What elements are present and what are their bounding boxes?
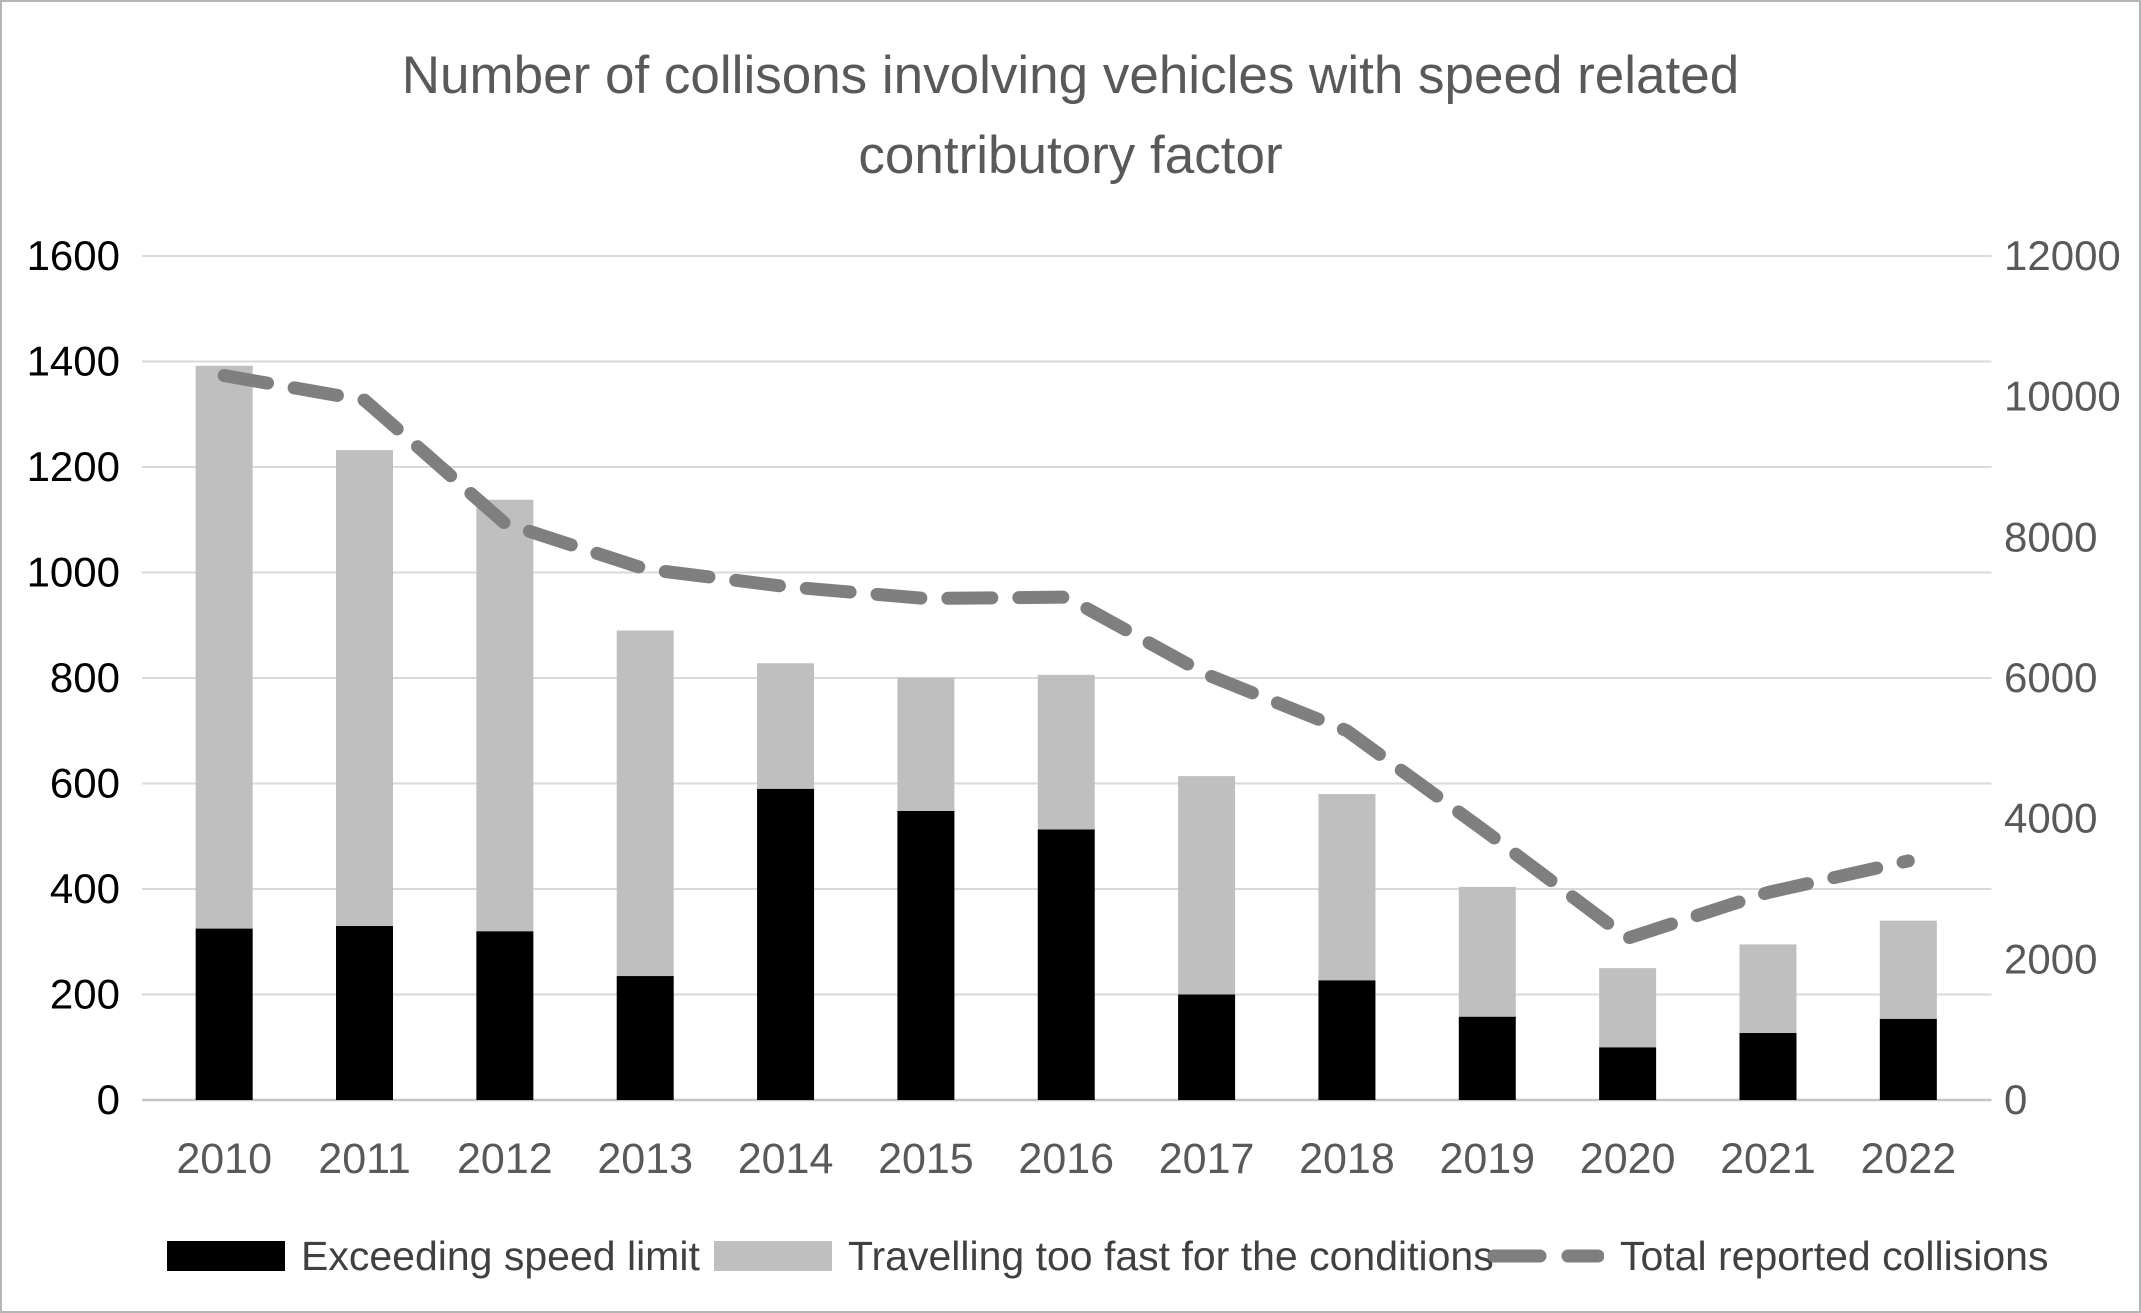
right-axis-label: 10000 [2004,373,2121,420]
left-axis-label: 600 [50,760,120,807]
x-axis-label-2019: 2019 [1439,1135,1535,1183]
right-axis-label: 6000 [2004,654,2097,701]
x-axis-label-2020: 2020 [1580,1135,1676,1183]
right-axis-label: 2000 [2004,935,2097,982]
bar-segment-too-fast-for-conditions [616,630,674,977]
left-axis-label: 1600 [27,232,120,279]
left-axis-label: 1000 [27,549,120,596]
legend-dashed-line-swatch-icon [1487,1249,1604,1263]
bar-segment-exceeding-speed-limit [195,928,253,1100]
x-axis-label-2018: 2018 [1299,1135,1395,1183]
x-axis-label-2015: 2015 [878,1135,974,1183]
total-reported-collisions-line [217,369,1915,945]
bar-segment-too-fast-for-conditions [897,677,955,811]
chart-title-line2: contributory factor [858,125,1283,185]
bar-segment-too-fast-for-conditions [336,450,394,926]
x-axis-label-2010: 2010 [176,1135,272,1183]
x-axis-label-2011: 2011 [318,1135,410,1183]
left-axis-label: 200 [50,971,120,1018]
bar-segment-exceeding-speed-limit [336,925,394,1100]
bar-segment-exceeding-speed-limit [897,810,955,1100]
legend-swatch-too-fast-for-conditions [714,1241,832,1271]
right-axis-label: 4000 [2004,795,2097,842]
bar-segment-too-fast-for-conditions [757,663,815,789]
bar-segment-too-fast-for-conditions [1739,944,1797,1034]
x-axis-label-2021: 2021 [1720,1135,1816,1183]
bar-segment-too-fast-for-conditions [195,365,253,929]
legend: Exceeding speed limit Travelling too fas… [2,1233,2139,1279]
bar-segment-exceeding-speed-limit [616,976,674,1100]
bar-segment-too-fast-for-conditions [1879,920,1937,1019]
x-axis-label-2016: 2016 [1018,1135,1114,1183]
left-axis-label: 1200 [27,443,120,490]
bar-segment-too-fast-for-conditions [476,499,534,932]
bar-segment-too-fast-for-conditions [1458,886,1516,1017]
left-axis-label: 0 [97,1076,120,1123]
x-axis-label-2022: 2022 [1860,1135,1956,1183]
bar-segment-exceeding-speed-limit [1178,994,1236,1100]
bar-segment-exceeding-speed-limit [1739,1033,1797,1100]
left-axis-label: 800 [50,654,120,701]
bar-segment-exceeding-speed-limit [1879,1018,1937,1100]
chart-title-line1: Number of collisons involving vehicles w… [401,46,1740,105]
legend-label-exceeding-speed-limit: Exceeding speed limit [301,1232,700,1279]
bar-segment-exceeding-speed-limit [1599,1047,1657,1100]
bar-segment-too-fast-for-conditions [1599,968,1657,1048]
chart-title: Number of collisons involving vehicles w… [2,36,2139,195]
bar-segment-too-fast-for-conditions [1037,674,1095,830]
legend-label-total-reported-collisions: Total reported collisions [1620,1232,2049,1279]
bar-segment-exceeding-speed-limit [757,788,815,1100]
x-axis-label-2012: 2012 [457,1135,553,1183]
legend-label-too-fast-for-conditions: Travelling too fast for the conditions [848,1232,1494,1279]
bar-segment-too-fast-for-conditions [1178,776,1236,995]
bar-segment-exceeding-speed-limit [1318,980,1376,1100]
left-axis-label: 1400 [27,338,120,385]
right-axis-label: 0 [2004,1076,2027,1123]
x-axis-label-2017: 2017 [1159,1135,1255,1183]
legend-swatch-exceeding-speed-limit [167,1241,285,1271]
bar-segment-exceeding-speed-limit [1458,1016,1516,1100]
bar-segment-too-fast-for-conditions [1318,794,1376,981]
bar-segment-exceeding-speed-limit [476,931,534,1100]
x-axis-label-2014: 2014 [738,1135,834,1183]
legend-item-exceeding-speed-limit: Exceeding speed limit [167,1233,700,1279]
right-axis-label: 12000 [2004,232,2121,279]
left-axis-label: 400 [50,865,120,912]
legend-item-too-fast-for-conditions: Travelling too fast for the conditions [714,1233,1494,1279]
right-axis-label: 8000 [2004,513,2097,560]
x-axis-label-2013: 2013 [597,1135,693,1183]
legend-item-total-reported-collisions: Total reported collisions [1486,1233,2048,1279]
bar-segment-exceeding-speed-limit [1037,829,1095,1100]
